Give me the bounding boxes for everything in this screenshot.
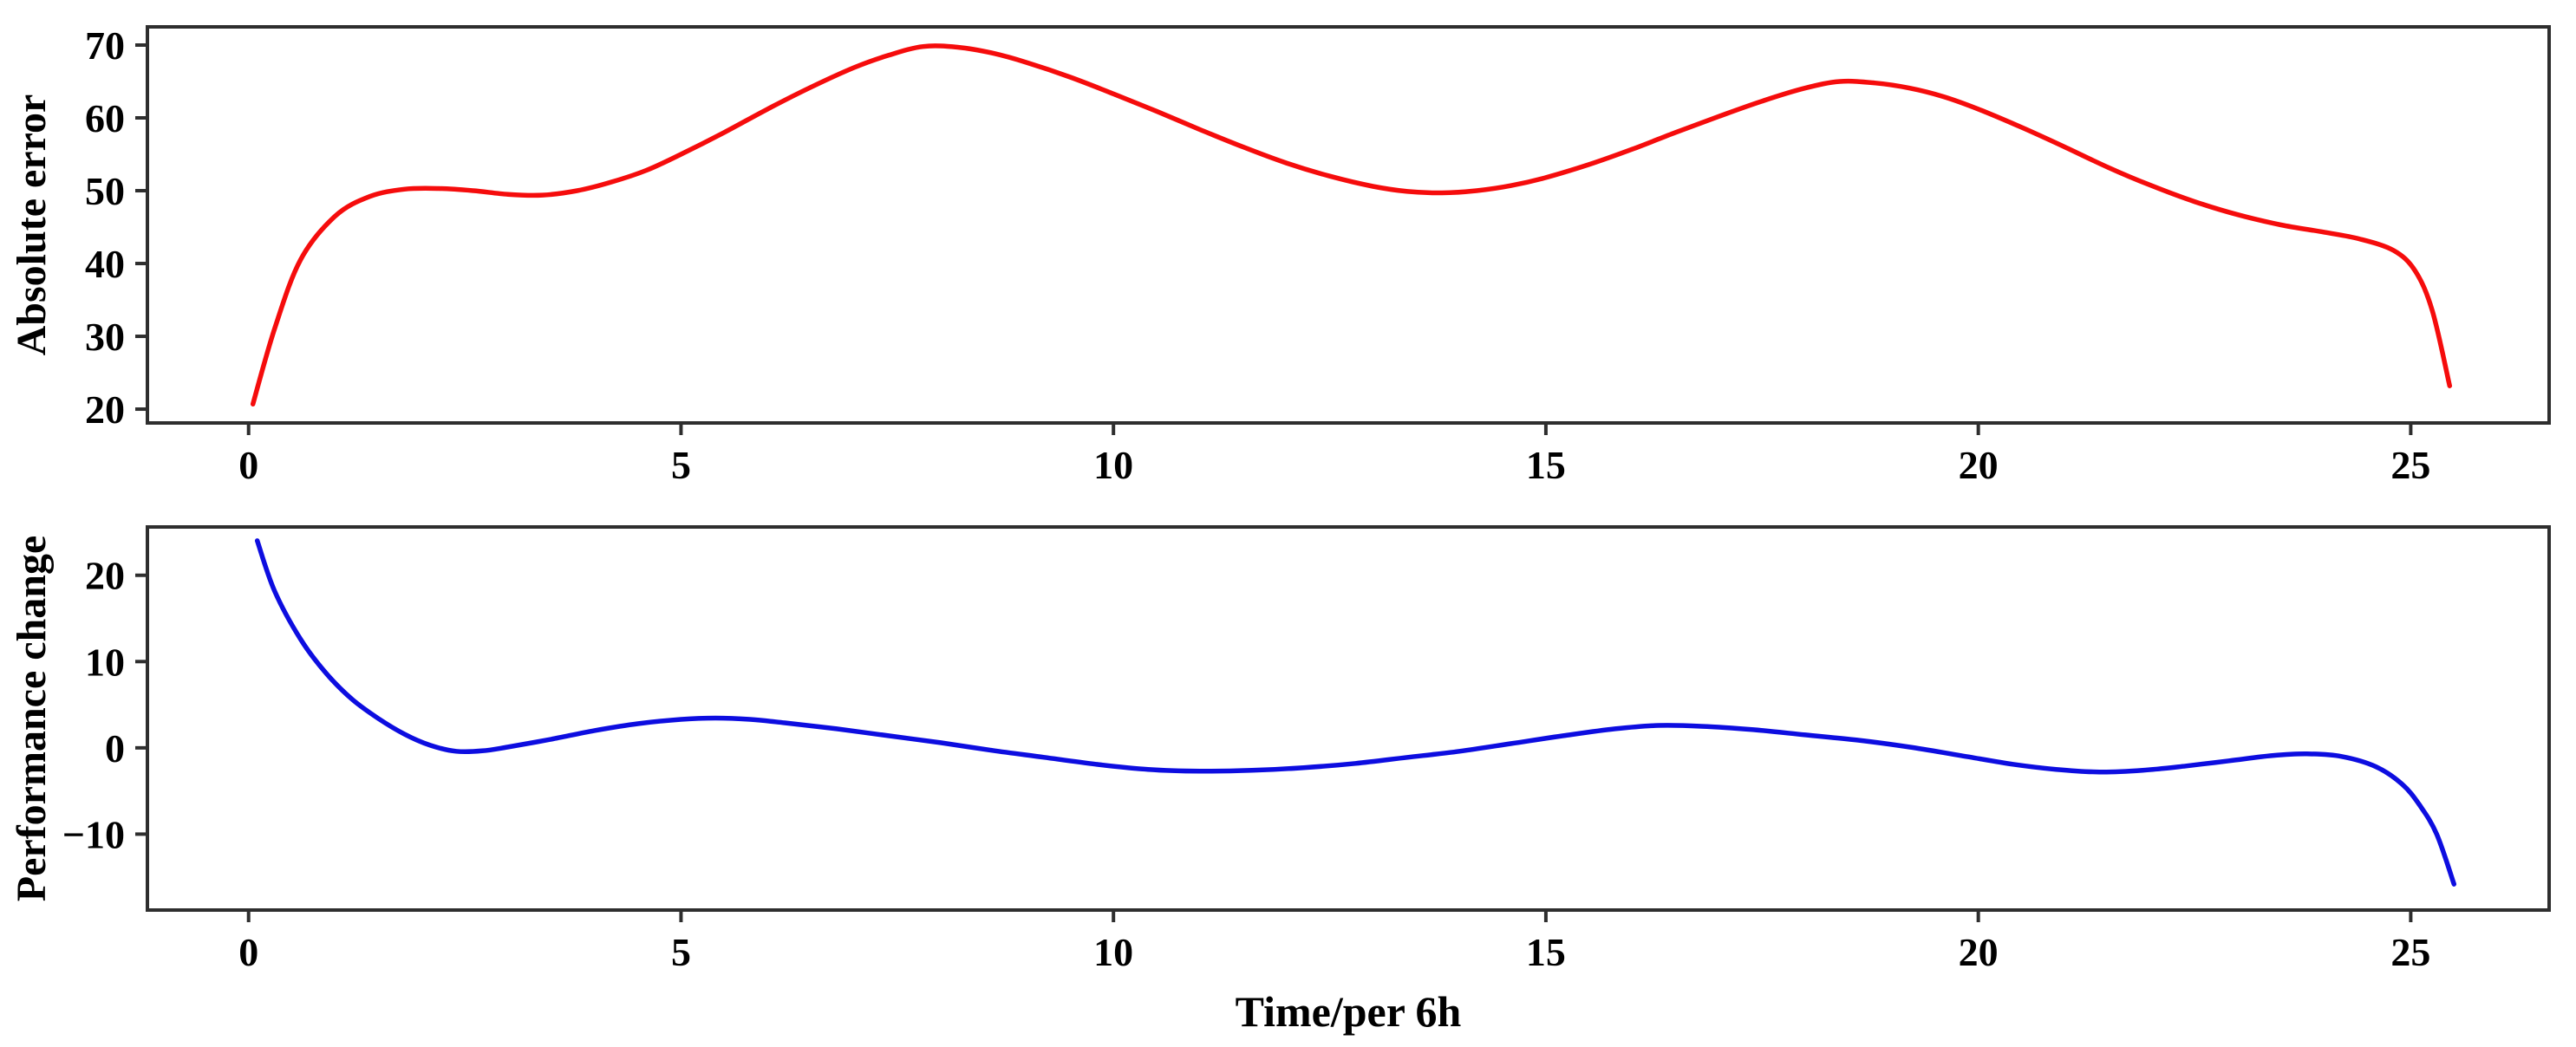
x-tick-label: 5 [671,930,691,974]
x-tick-label: 5 [671,443,691,487]
y-tick-label: 10 [85,640,125,684]
x-tick-label: 25 [2390,930,2430,974]
plot-frame [146,525,2551,912]
x-tick-label: 15 [1526,930,1566,974]
y-tick-label: 30 [85,315,125,359]
y-axis-label-top: Absolute error [9,94,55,356]
top-subplot-absolute-error: 0 5 10 15 20 25 20 30 40 50 60 70 [85,23,2551,487]
y-tick-label: 20 [85,387,125,432]
plot-frame [146,25,2551,425]
x-tick-label: 15 [1526,443,1566,487]
x-axis-label: Time/per 6h [1236,987,1462,1036]
x-tick-label: 10 [1093,443,1133,487]
y-tick-label: −10 [62,812,125,856]
absolute-error-curve [250,43,2453,406]
y-tick-label: 50 [85,169,125,213]
bottom-subplot-performance-change: 0 5 10 15 20 25 −10 0 10 20 [62,525,2551,974]
y-tick-label: 70 [85,23,125,68]
x-tick-label: 20 [1959,930,1999,974]
x-tick-label: 0 [238,930,258,974]
y-axis-label-bottom: Performance change [9,536,55,902]
x-tick-label: 10 [1093,930,1133,974]
y-tick-label: 60 [85,96,125,140]
y-tick-label: 40 [85,242,125,286]
y-tick-label: 0 [105,726,125,771]
y-tick-label: 20 [85,554,125,598]
x-tick-label: 25 [2390,443,2430,487]
performance-change-curve [254,538,2457,887]
x-tick-label: 0 [238,443,258,487]
x-tick-label: 20 [1959,443,1999,487]
